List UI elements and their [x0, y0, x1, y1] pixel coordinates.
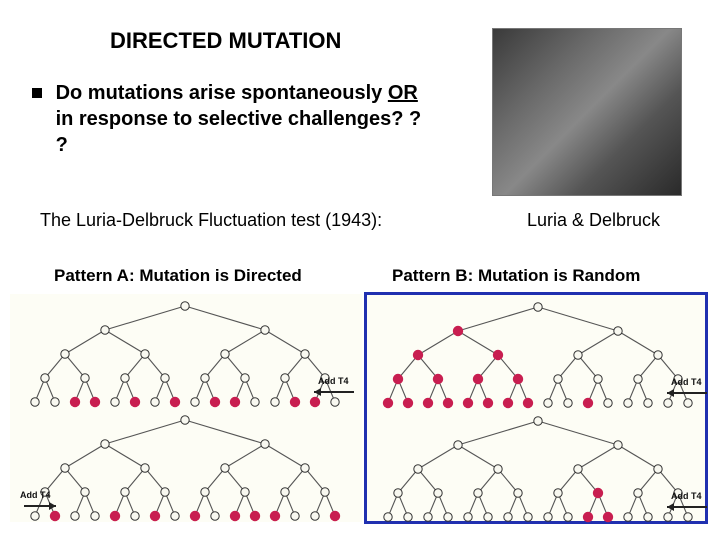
tree-a1: Add T4 — [14, 296, 356, 408]
pattern-b-area: Add T4 Add T4 — [364, 292, 708, 524]
tree-b1: Add T4 — [367, 297, 709, 409]
svg-text:Add T4: Add T4 — [20, 490, 51, 500]
question-underlined: OR — [388, 82, 418, 104]
luria-delbruck-photo — [492, 28, 682, 196]
pattern-b-label: Pattern B: Mutation is Random — [392, 266, 640, 286]
question-suffix: in response to selective challenges? ? ? — [56, 108, 422, 156]
tree-b2: Add T4 — [367, 411, 709, 523]
pattern-a-label: Pattern A: Mutation is Directed — [54, 266, 302, 286]
pattern-a-area: Add T4 Add T4 — [10, 294, 362, 522]
photo-caption: Luria & Delbruck — [527, 210, 660, 231]
question-block: Do mutations arise spontaneously OR in r… — [32, 80, 452, 158]
svg-text:Add T4: Add T4 — [671, 377, 702, 387]
question-text: Do mutations arise spontaneously OR in r… — [56, 80, 436, 158]
slide-title: DIRECTED MUTATION — [110, 28, 341, 54]
svg-text:Add T4: Add T4 — [671, 491, 702, 501]
question-prefix: Do mutations arise spontaneously — [56, 82, 388, 104]
tree-a2: Add T4 — [14, 410, 356, 522]
fluctuation-subtitle: The Luria-Delbruck Fluctuation test (194… — [40, 210, 382, 231]
bullet-icon — [32, 88, 42, 98]
svg-text:Add T4: Add T4 — [318, 376, 349, 386]
